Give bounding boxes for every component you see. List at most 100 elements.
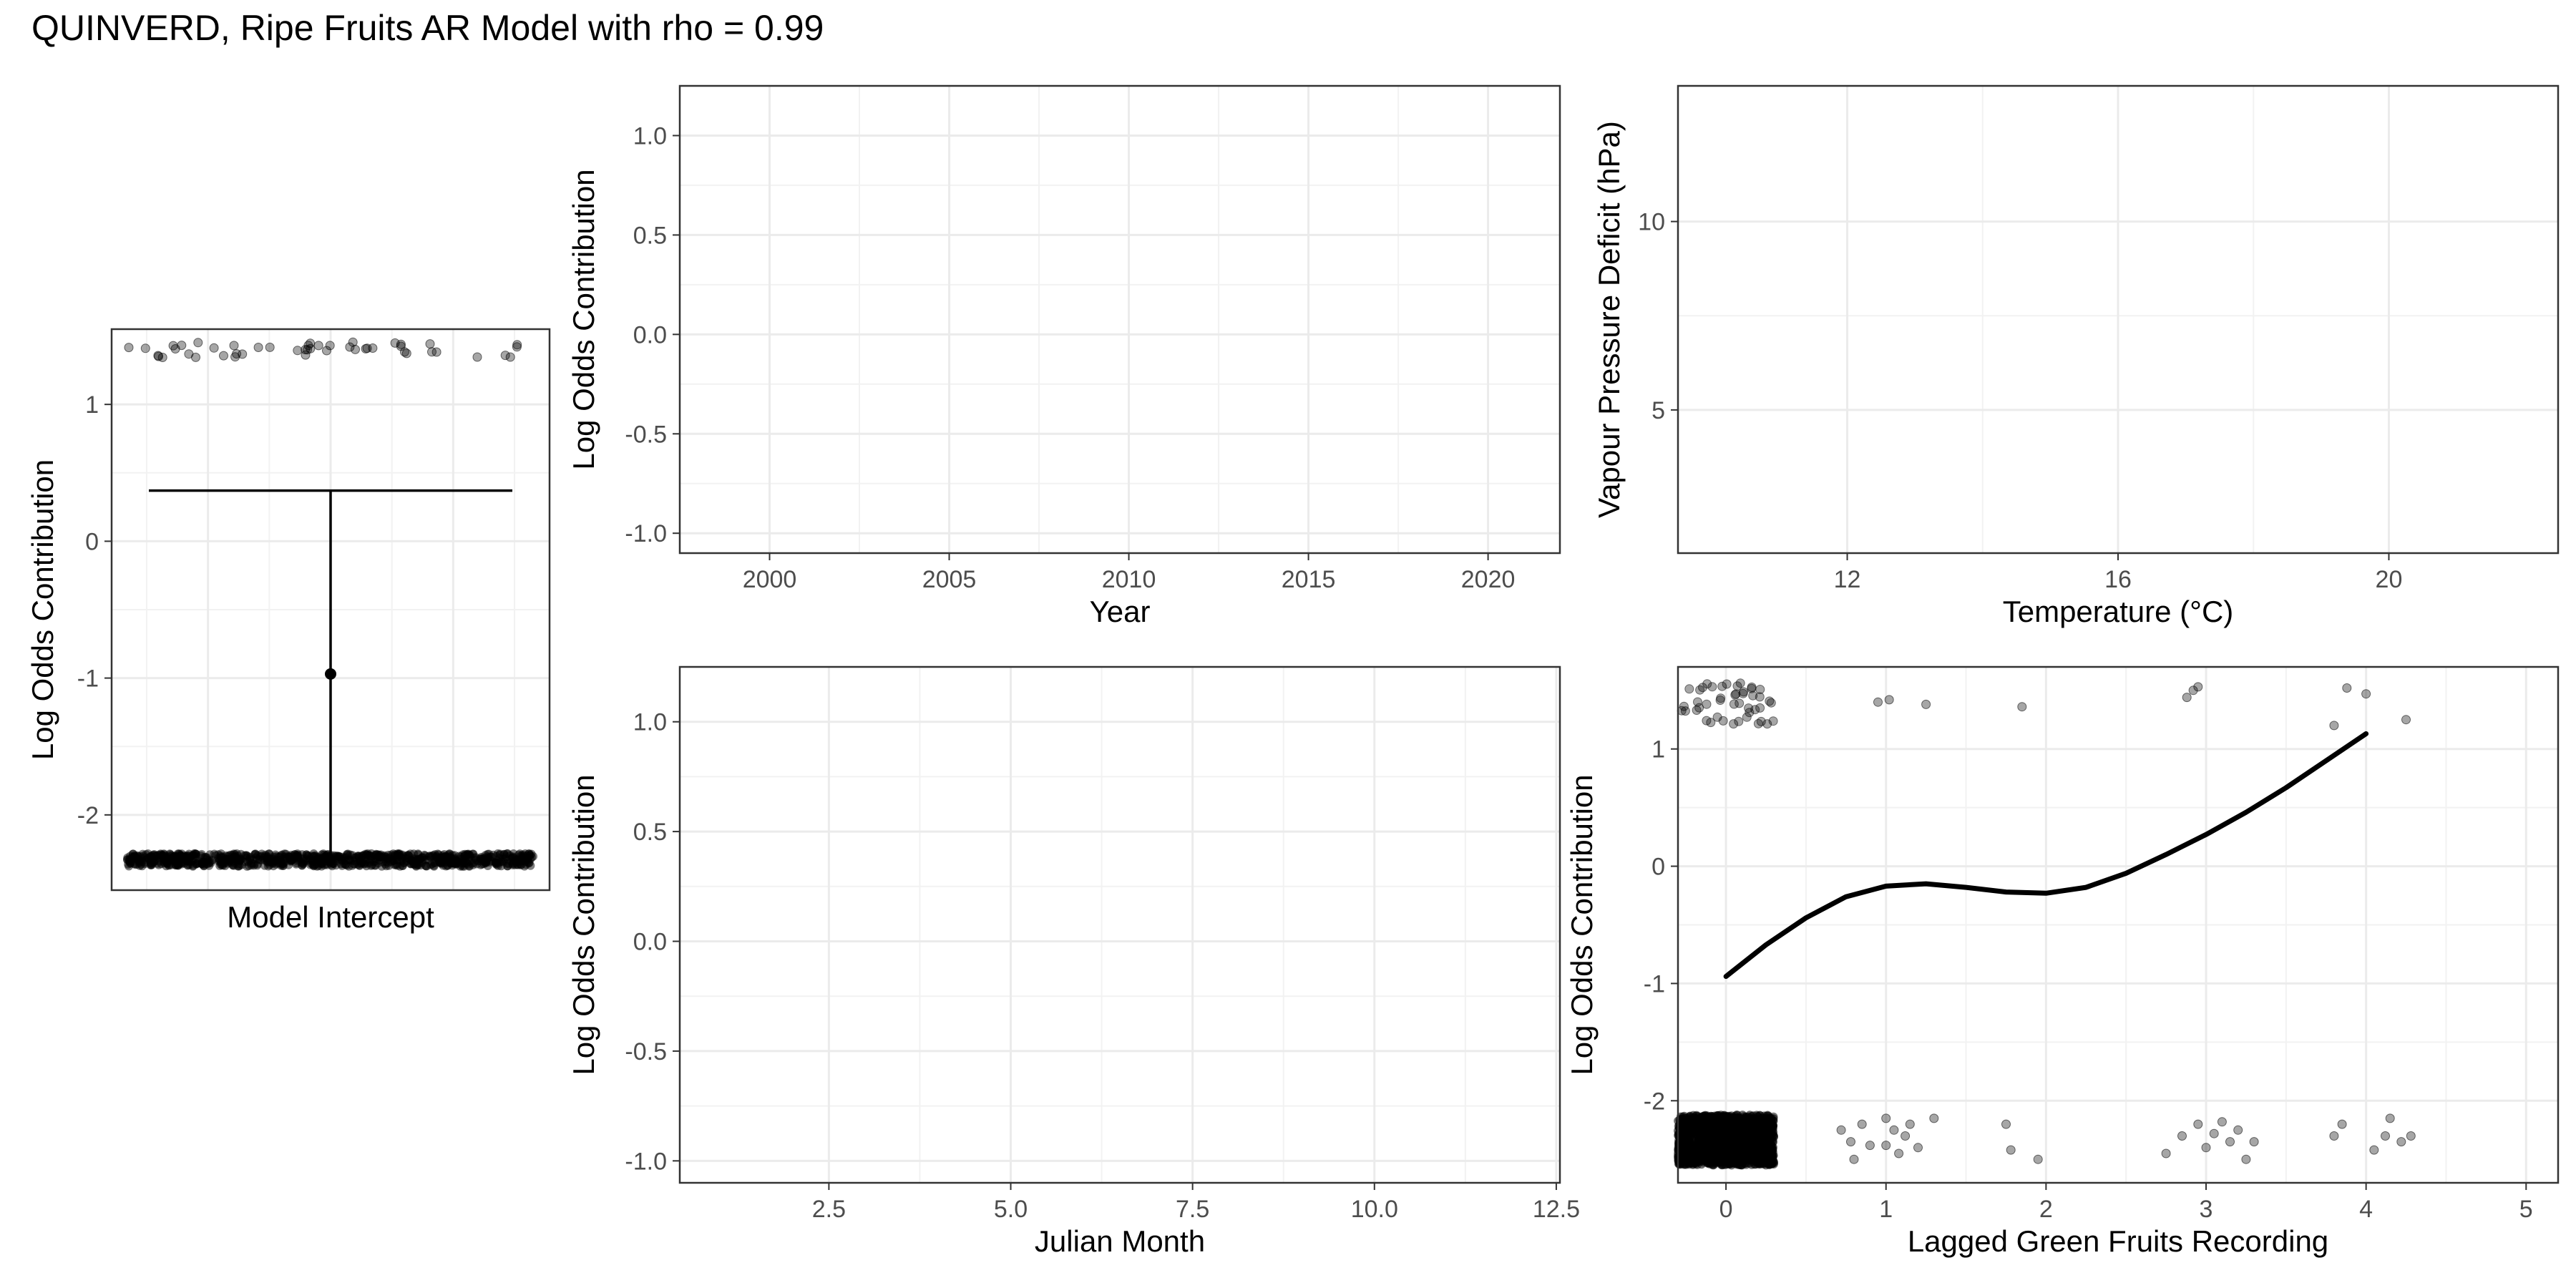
- data-point: [157, 353, 167, 362]
- data-point: [361, 343, 371, 353]
- data-point: [1745, 708, 1755, 718]
- data-point: [2342, 683, 2352, 693]
- panel-temperature: 10 5 12 16 20 Temperature (°C) Vapour Pressure…: [1592, 84, 2560, 628]
- data-point: [2233, 1125, 2243, 1135]
- data-point: [343, 851, 352, 860]
- tick-label-y: -0.5: [625, 421, 667, 448]
- data-point: [177, 854, 187, 863]
- data-point: [1689, 1113, 1699, 1122]
- data-point: [353, 859, 362, 869]
- data-point: [1755, 692, 1765, 702]
- data-point: [2361, 689, 2371, 699]
- data-point: [301, 350, 311, 360]
- tick-label-x: 12.5: [1533, 1196, 1580, 1223]
- data-point: [2006, 1145, 2016, 1155]
- data-point: [368, 343, 378, 353]
- data-point: [1674, 1124, 1684, 1133]
- tick-label-x: 3: [2200, 1196, 2213, 1223]
- data-point: [260, 856, 270, 865]
- data-point: [177, 341, 187, 351]
- data-point: [517, 854, 527, 864]
- data-point: [1682, 1139, 1692, 1148]
- data-point: [240, 851, 249, 860]
- data-point: [386, 857, 396, 867]
- data-point: [2249, 1137, 2259, 1147]
- data-point: [421, 862, 431, 871]
- data-point: [1698, 1122, 1707, 1131]
- data-point: [1737, 1114, 1746, 1123]
- data-point: [1695, 1142, 1704, 1151]
- data-point: [2241, 1154, 2251, 1164]
- data-point: [1715, 696, 1725, 705]
- data-point: [226, 858, 235, 867]
- tick-label-y: 1.0: [633, 709, 667, 736]
- data-point: [147, 852, 156, 861]
- data-point: [1913, 1143, 1923, 1153]
- data-point: [1721, 1143, 1730, 1153]
- data-point: [348, 337, 358, 347]
- data-point: [1765, 1131, 1774, 1141]
- data-point: [1769, 1143, 1777, 1152]
- data-point: [1921, 699, 1931, 709]
- data-point: [428, 852, 437, 861]
- data-point: [1695, 685, 1705, 695]
- data-point: [2406, 1131, 2416, 1141]
- data-point: [2217, 1117, 2227, 1127]
- data-point: [1873, 697, 1883, 707]
- data-point: [1674, 1132, 1684, 1141]
- data-point: [1710, 1111, 1719, 1121]
- data-point: [1693, 697, 1702, 707]
- data-point: [1680, 706, 1690, 716]
- data-point: [130, 853, 139, 862]
- point-estimate: [325, 668, 336, 680]
- tick-label-x: 2000: [743, 566, 797, 593]
- tick-label-x: 5.0: [994, 1196, 1028, 1223]
- data-point: [472, 352, 482, 362]
- data-point: [1752, 1122, 1761, 1131]
- data-point: [1762, 1115, 1772, 1124]
- data-point: [1725, 1136, 1735, 1145]
- data-point: [345, 342, 355, 352]
- tick-label-x: 7.5: [1176, 1196, 1209, 1223]
- data-point: [230, 852, 240, 861]
- data-point: [283, 854, 292, 863]
- data-point: [2017, 702, 2027, 712]
- y-axis-title: Vapour Pressure Deficit (hPa): [1592, 121, 1626, 518]
- data-point: [2369, 1145, 2379, 1155]
- tick-label-y: -2: [77, 802, 99, 829]
- data-point: [300, 857, 309, 866]
- data-point: [322, 346, 331, 356]
- data-point: [499, 857, 508, 867]
- data-point: [1752, 1111, 1761, 1120]
- data-point: [1768, 716, 1778, 726]
- data-point: [1746, 1130, 1755, 1139]
- data-point: [386, 850, 396, 859]
- data-point: [1709, 1146, 1719, 1156]
- data-point: [425, 339, 435, 349]
- tick-label-x: 12: [1834, 566, 1861, 593]
- tick-label-y: -1.0: [625, 520, 667, 547]
- data-point: [2161, 1148, 2171, 1158]
- tick-label-x: 1: [1879, 1196, 1893, 1223]
- data-point: [293, 852, 302, 862]
- tick-label-y: 5: [1652, 397, 1665, 424]
- data-point: [1729, 699, 1739, 709]
- data-point: [1722, 679, 1732, 689]
- data-point: [508, 859, 517, 869]
- tick-label-y: 0.5: [633, 819, 667, 846]
- data-point: [436, 855, 446, 864]
- data-point: [396, 862, 405, 871]
- data-point: [512, 342, 522, 352]
- data-point: [1735, 1157, 1745, 1166]
- tick-label-x: 4: [2359, 1196, 2373, 1223]
- panel-model-intercept: 1 0 -1 -2 Model Intercept Log Odds Contributi…: [26, 328, 551, 934]
- data-point: [1836, 1125, 1846, 1135]
- data-point: [1710, 1139, 1719, 1148]
- data-point: [1697, 1131, 1706, 1141]
- tick-label-x: 2020: [1461, 566, 1516, 593]
- data-point: [401, 854, 410, 863]
- data-point: [1712, 712, 1722, 722]
- data-point: [1702, 699, 1712, 709]
- data-point: [418, 853, 427, 862]
- data-point: [2337, 1119, 2347, 1129]
